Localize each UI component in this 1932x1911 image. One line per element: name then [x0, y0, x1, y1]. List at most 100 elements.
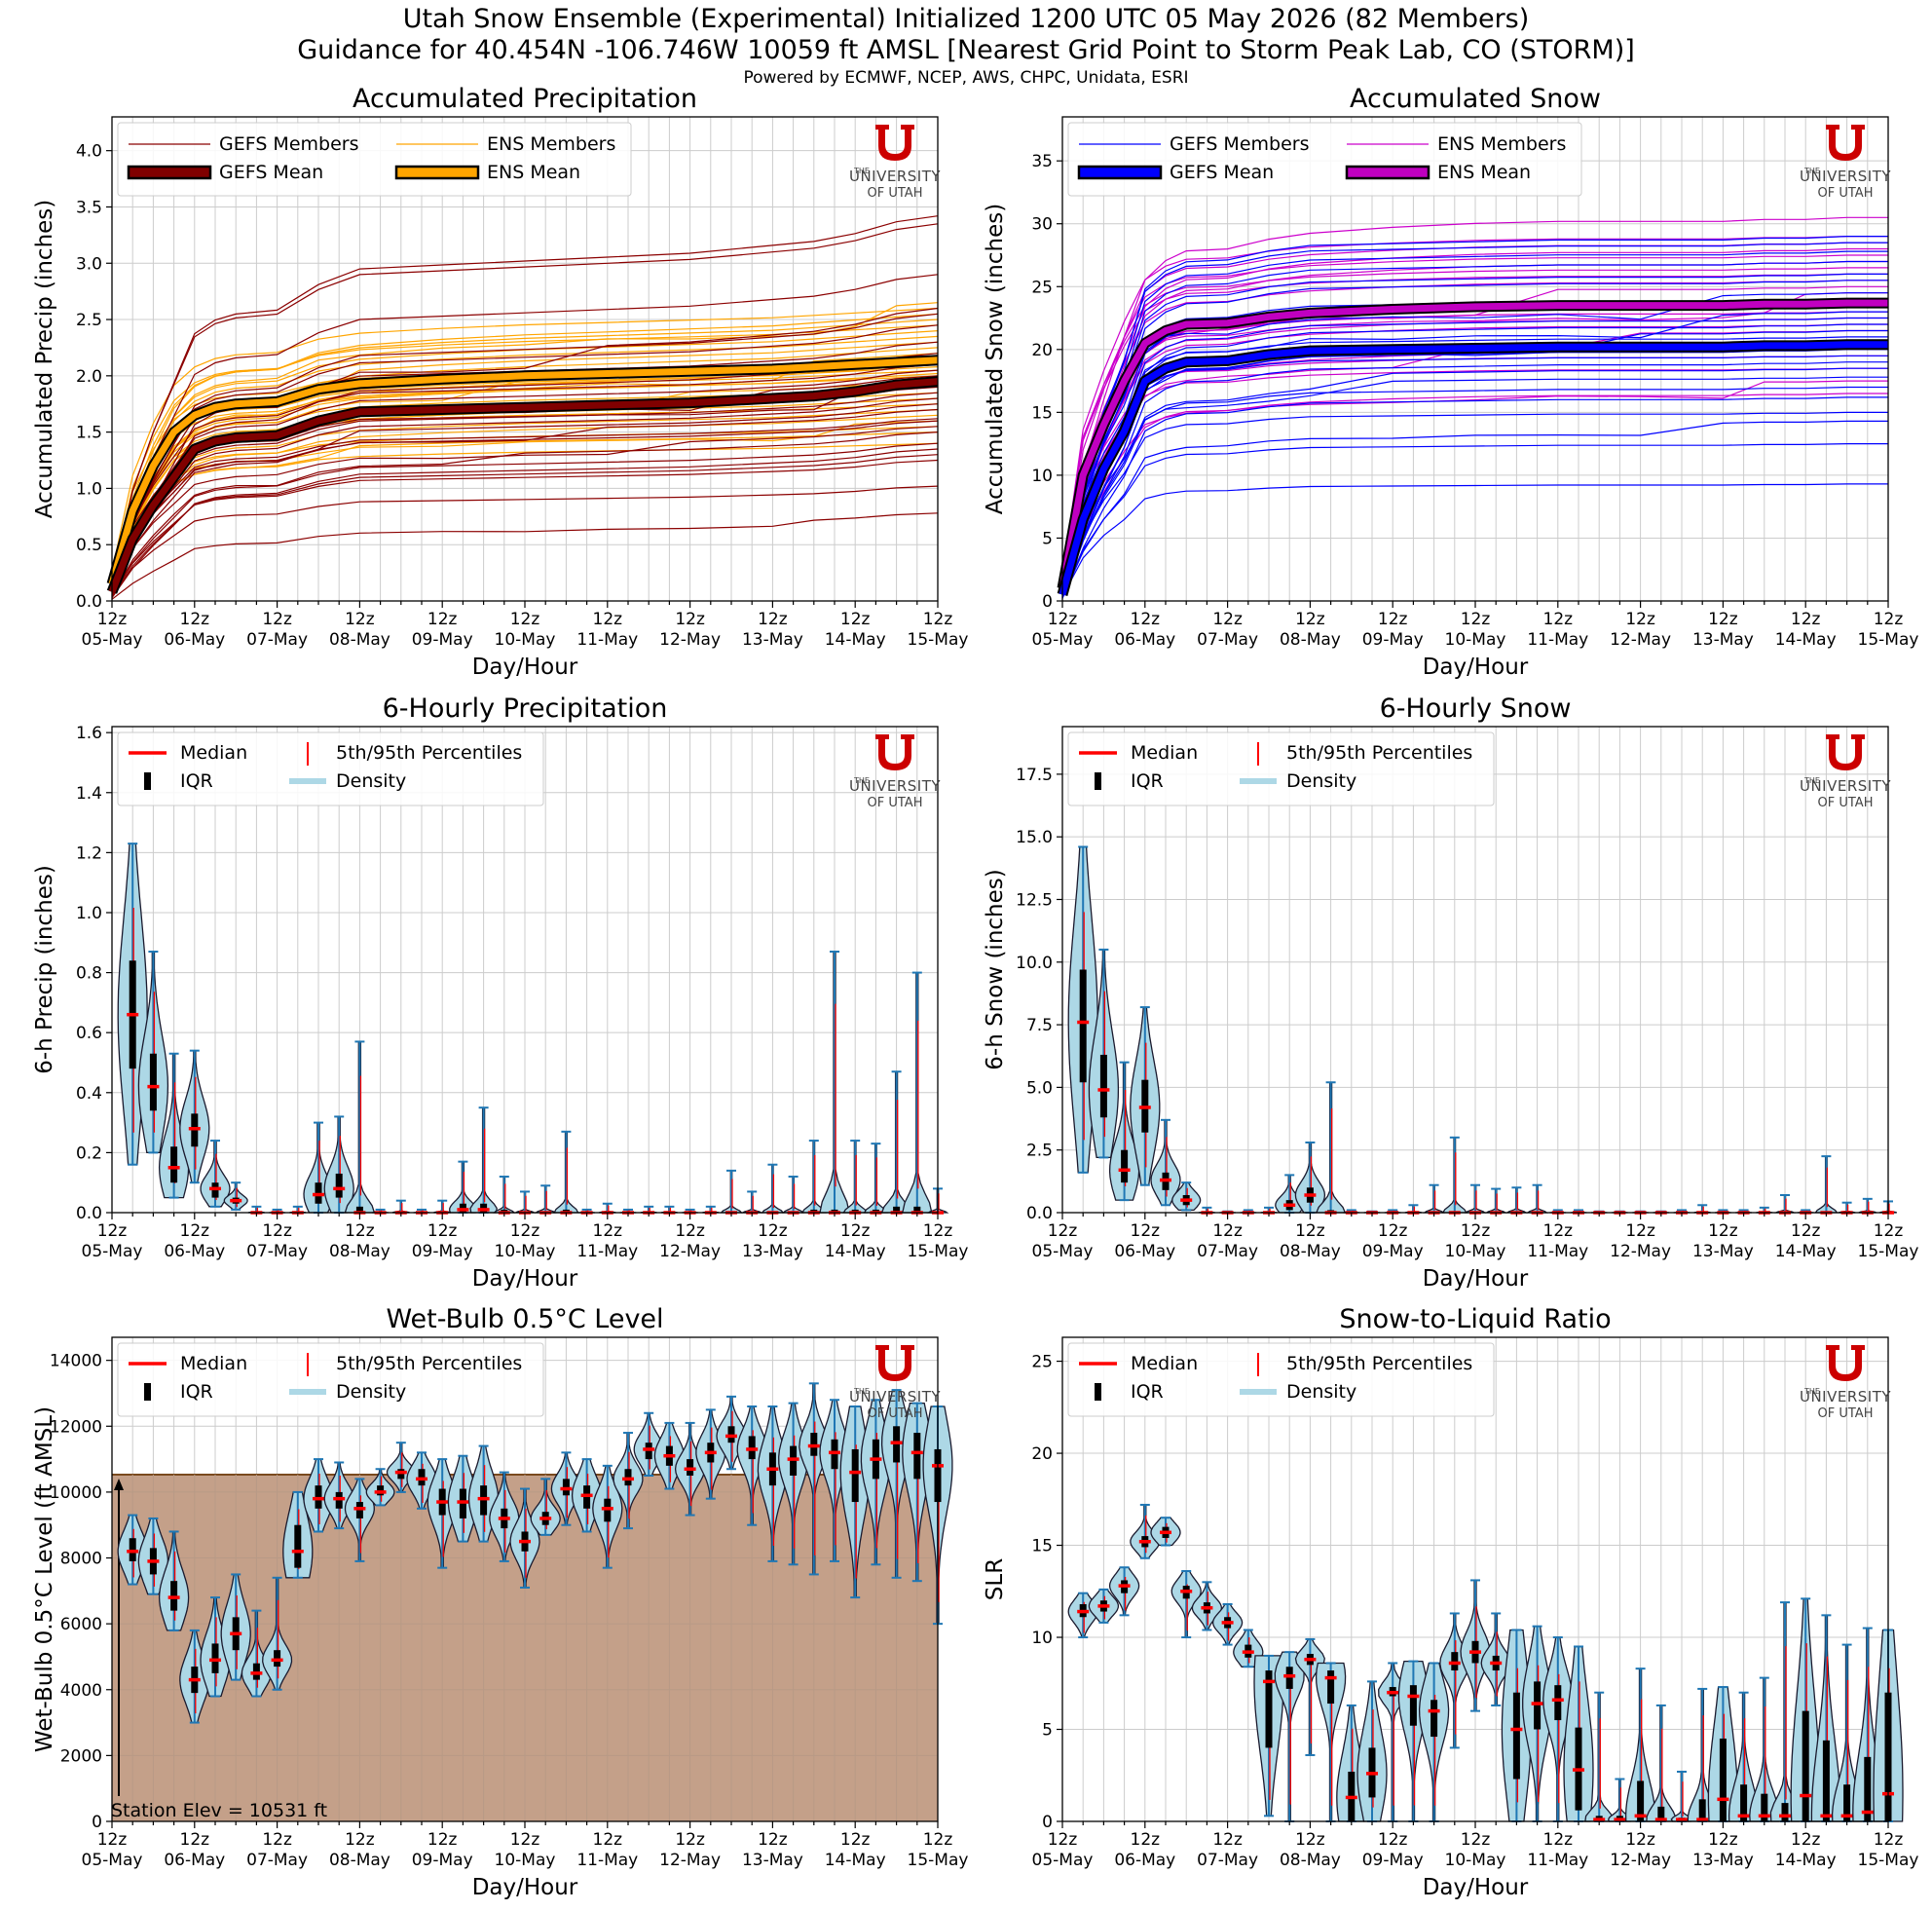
- violin: [1170, 1569, 1202, 1639]
- x-tick-day-label: 12-May: [659, 1242, 721, 1261]
- y-tick-label: 0.0: [76, 1204, 102, 1223]
- x-tick-hour-label: 12z: [675, 610, 705, 629]
- y-tick-label: 0: [1042, 592, 1053, 612]
- y-tick-label: 0.6: [76, 1024, 102, 1043]
- y-tick-label: 0.5: [76, 536, 102, 555]
- y-tick-label: 10.0: [1016, 954, 1053, 973]
- x-tick-day-label: 10-May: [495, 1851, 556, 1870]
- y-tick-label: 20: [1031, 341, 1053, 360]
- x-tick-hour-label: 12z: [1791, 1221, 1821, 1241]
- violin: [1624, 1667, 1656, 1822]
- x-tick-hour-label: 12z: [675, 1830, 705, 1850]
- violin-iqr-bar: [1657, 1806, 1665, 1821]
- chart-legend: GEFS Members ENS Members GEFS Mean ENS Mean: [1067, 122, 1582, 197]
- logo-university-text: UNIVERSITY: [849, 1388, 941, 1405]
- x-tick-hour-label: 12z: [840, 1830, 871, 1850]
- x-tick-hour-label: 12z: [262, 1830, 292, 1850]
- gefs-member-line: [111, 223, 939, 584]
- violin: [1769, 1601, 1801, 1822]
- x-tick-hour-label: 12z: [593, 610, 623, 629]
- violin: [1108, 1566, 1140, 1617]
- chart-panel-six_hr_snow: 0.02.55.07.510.012.515.017.512z05-May12z…: [983, 693, 1918, 1292]
- violin: [1211, 1603, 1244, 1646]
- x-tick-hour-label: 12z: [427, 1830, 458, 1850]
- gefs-member-line: [111, 313, 939, 591]
- gefs-member-line: [111, 363, 939, 586]
- x-tick-day-label: 10-May: [495, 1242, 556, 1261]
- x-tick-hour-label: 12z: [1212, 1830, 1243, 1850]
- legend-iqr-swatch: [144, 772, 151, 790]
- violin: [220, 1573, 251, 1681]
- violin: [509, 1487, 540, 1589]
- violin: [1150, 1118, 1181, 1207]
- legend-iqr-swatch: [1095, 772, 1101, 790]
- x-tick-hour-label: 12z: [675, 1221, 705, 1241]
- x-tick-day-label: 11-May: [576, 1242, 638, 1261]
- violin: [200, 1596, 231, 1698]
- x-tick-day-label: 15-May: [908, 1242, 969, 1261]
- ens-mean-line: [108, 356, 939, 585]
- x-tick-hour-label: 12z: [180, 610, 210, 629]
- ens-member-line: [111, 318, 939, 583]
- legend-label: Median: [180, 1353, 247, 1374]
- logo-university-text: UNIVERSITY: [1800, 777, 1891, 795]
- x-tick-day-label: 10-May: [495, 630, 556, 650]
- x-tick-hour-label: 12z: [1461, 610, 1491, 629]
- violin: [344, 1040, 376, 1215]
- x-tick-hour-label: 12z: [593, 1221, 623, 1241]
- chart-legend: Median 5th/95th Percentiles IQR Density: [117, 1342, 544, 1417]
- chart-title: Snow-to-Liquid Ratio: [1339, 1304, 1611, 1334]
- violin: [757, 1405, 789, 1562]
- ens-member-line: [111, 313, 939, 587]
- y-tick-label: 3.0: [76, 254, 102, 274]
- violin: [613, 1432, 644, 1530]
- x-tick-hour-label: 12z: [510, 1221, 540, 1241]
- x-tick-day-label: 11-May: [1527, 1851, 1588, 1870]
- y-tick-label: 17.5: [1016, 766, 1053, 785]
- x-tick-hour-label: 12z: [1874, 1221, 1904, 1241]
- legend-label: IQR: [1131, 770, 1164, 792]
- logo-university-text: UNIVERSITY: [849, 168, 941, 185]
- station-elevation-label: Station Elev = 10531 ft: [111, 1800, 327, 1821]
- gefs-member-line: [1061, 420, 1888, 599]
- legend-swatch: [394, 165, 480, 180]
- ens-member-line: [111, 335, 939, 586]
- violin-iqr-bar: [913, 1433, 921, 1480]
- block-u-icon: [875, 125, 914, 161]
- x-tick-day-label: 13-May: [1692, 630, 1754, 650]
- legend-label: IQR: [180, 770, 213, 792]
- x-tick-hour-label: 12z: [510, 610, 540, 629]
- x-tick-day-label: 09-May: [412, 630, 473, 650]
- legend-swatch: [127, 165, 212, 180]
- legend-box: [1067, 122, 1582, 197]
- violin: [1480, 1612, 1511, 1706]
- gefs-mean-line: [108, 378, 939, 594]
- violin-iqr-bar: [1430, 1700, 1438, 1738]
- y-tick-label: 1.5: [76, 424, 102, 443]
- gefs-member-line: [111, 431, 939, 596]
- chart-panel-slr: 051015202512z05-May12z06-May12z07-May12z…: [983, 1304, 1918, 1900]
- y-tick-label: 1.0: [76, 479, 102, 499]
- x-tick-hour-label: 12z: [1625, 1830, 1655, 1850]
- violin: [303, 1458, 334, 1533]
- x-tick-hour-label: 12z: [1048, 610, 1078, 629]
- x-tick-hour-label: 12z: [758, 1830, 788, 1850]
- gefs-member-line: [111, 307, 939, 596]
- logo-of-utah-text: OF UTAH: [1818, 796, 1874, 810]
- y-tick-label: 1.6: [76, 724, 102, 743]
- chart-legend: GEFS Members ENS Members GEFS Mean ENS Mean: [117, 122, 632, 197]
- legend-label: GEFS Mean: [1170, 162, 1274, 183]
- x-tick-hour-label: 12z: [345, 1221, 375, 1241]
- violin-iqr-bar: [1534, 1681, 1542, 1730]
- gefs-member-line: [1061, 396, 1888, 599]
- x-tick-hour-label: 12z: [1874, 1830, 1904, 1850]
- y-tick-label: 5: [1042, 529, 1053, 548]
- violin: [344, 1478, 375, 1562]
- gefs-member-line: [1061, 361, 1888, 599]
- logo-the-text: THE: [1803, 776, 1820, 785]
- x-tick-day-label: 06-May: [164, 1242, 225, 1261]
- x-tick-hour-label: 12z: [1625, 610, 1655, 629]
- x-tick-day-label: 08-May: [1280, 1242, 1341, 1261]
